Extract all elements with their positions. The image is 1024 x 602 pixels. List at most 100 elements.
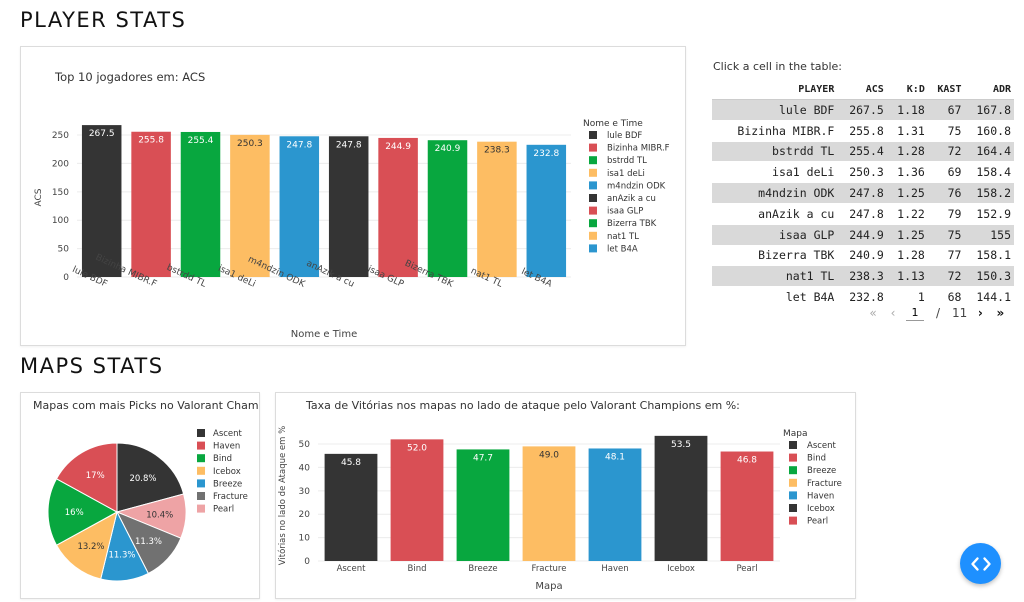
table-cell[interactable]: 75 [927,224,965,246]
legend-label: Bind [807,454,826,464]
table-row[interactable]: bstrdd TL 255.4 1.28 72 164.4 [712,141,1014,163]
legend-label: Fracture [807,479,842,489]
table-cell[interactable]: 69 [927,161,965,184]
attack-winrate-card: Taxa de Vitórias nos mapas no lado de at… [275,392,856,599]
table-cell[interactable]: 167.8 [964,99,1014,121]
legend-label: isa1 deLi [607,169,645,179]
bar-value-label: 238.3 [484,146,510,156]
table-cell[interactable]: 1.22 [886,203,928,225]
y-axis-label: ACS [34,188,44,206]
table-cell[interactable]: 1.18 [886,99,928,121]
table-cell[interactable]: 240.9 [837,245,887,267]
legend-label: Bind [213,454,232,464]
table-cell[interactable]: 255.8 [837,120,887,142]
y-tick-label: 50 [299,440,311,450]
column-header-player[interactable]: PLAYER [712,79,838,100]
table-cell[interactable]: 77 [927,245,965,267]
table-cell[interactable]: 250.3 [837,161,887,184]
table-cell[interactable]: 79 [927,203,965,225]
table-cell[interactable]: 247.8 [837,182,887,204]
table-cell[interactable]: 1.28 [886,141,928,163]
table-cell[interactable]: isaa GLP [712,224,838,246]
table-cell[interactable]: 158.4 [964,161,1014,184]
prev-page-button[interactable]: ‹ [890,305,896,320]
first-page-button[interactable]: « [869,305,877,320]
table-cell[interactable]: let B4A [712,286,838,308]
last-page-button[interactable]: » [996,305,1005,320]
table-cell[interactable]: m4ndzin ODK [712,182,838,204]
y-axis-label: Vitórias no lado de Ataque em % [277,426,288,565]
bar-value-label: 47.7 [473,453,493,463]
table-cell[interactable]: 67 [927,99,965,121]
table-cell[interactable]: 1.13 [886,265,928,288]
acs-chart-card: Top 10 jogadores em: ACS 0 50 100 150 200 250 2… [20,46,686,346]
table-row[interactable]: nat1 TL 238.3 1.13 72 150.3 [712,265,1014,288]
chart-title: Top 10 jogadores em: ACS [54,70,205,84]
legend-label: m4ndzin ODK [607,181,666,191]
table-cell[interactable]: 158.2 [964,182,1014,204]
table-cell[interactable]: 1.31 [886,120,928,142]
table-cell[interactable]: 68 [927,286,965,308]
pie-slice [47,478,119,546]
table-cell[interactable]: anAzik a cu [712,203,838,225]
pie-slice-label: 13.2% [77,542,104,552]
table-row[interactable]: lule BDF 267.5 1.18 67 167.8 [712,99,1014,121]
table-cell[interactable]: 1.36 [886,161,928,184]
table-cell[interactable]: 158.1 [964,245,1014,267]
bar [720,451,774,561]
table-cell[interactable]: 72 [927,265,965,288]
table-cell[interactable]: 144.1 [964,286,1014,308]
x-tick-label: Pearl [736,564,757,574]
table-cell[interactable]: 152.9 [964,203,1014,225]
table-cell[interactable]: 1 [886,286,928,308]
table-row[interactable]: isaa GLP 244.9 1.25 75 155 [712,224,1014,246]
table-cell[interactable]: 164.4 [964,141,1014,163]
table-cell[interactable]: 1.28 [886,245,928,267]
table-cell[interactable]: 76 [927,182,965,204]
legend-swatch [589,181,597,190]
table-cell[interactable]: 72 [927,141,965,163]
legend-swatch [197,479,205,488]
column-header-acs[interactable]: ACS [837,79,887,100]
legend-swatch [789,441,797,449]
table-row[interactable]: anAzik a cu 247.8 1.22 79 152.9 [712,203,1014,225]
table-cell[interactable]: 247.8 [837,203,887,225]
legend-label: Icebox [807,504,835,514]
column-header-kd[interactable]: K:D [886,79,928,100]
bar-value-label: 255.8 [138,136,164,146]
table-cell[interactable]: isa1 deLi [712,161,838,184]
table-cell[interactable]: nat1 TL [712,265,838,288]
column-header-adr[interactable]: ADR [964,79,1014,100]
bar [230,134,270,277]
table-cell[interactable]: lule BDF [712,99,838,121]
column-header-kast[interactable]: KAST [927,79,965,100]
table-cell[interactable]: bstrdd TL [712,141,838,163]
legend-label: anAzik a cu [607,194,656,204]
code-toggle-button[interactable] [960,543,1001,584]
bar-value-label: 53.5 [671,440,691,450]
page-number-input[interactable] [906,304,924,321]
next-page-button[interactable]: › [977,305,983,320]
table-cell[interactable]: 1.25 [886,182,928,204]
table-row[interactable]: Bizinha MIBR.F 255.8 1.31 75 160.8 [712,120,1014,142]
table-cell[interactable]: 255.4 [837,141,887,163]
table-cell[interactable]: 75 [927,120,965,142]
legend-label: Breeze [807,466,836,476]
table-cell[interactable]: 155 [964,224,1014,246]
table-cell[interactable]: Bizerra TBK [712,245,838,267]
table-cell[interactable]: 160.8 [964,120,1014,142]
pie-slice [55,511,118,580]
table-cell[interactable]: 232.8 [837,286,887,308]
table-row[interactable]: isa1 deLi 250.3 1.36 69 158.4 [712,161,1014,184]
bar [456,449,510,561]
table-cell[interactable]: 1.25 [886,224,928,246]
table-cell[interactable]: 267.5 [837,99,887,121]
y-tick-label: 0 [304,557,310,567]
table-cell[interactable]: 238.3 [837,265,887,288]
table-cell[interactable]: 244.9 [837,224,887,246]
table-row[interactable]: m4ndzin ODK 247.8 1.25 76 158.2 [712,182,1014,204]
table-cell[interactable]: Bizinha MIBR.F [712,120,838,142]
table-row[interactable]: let B4A 232.8 1 68 144.1 [712,286,1014,308]
table-row[interactable]: Bizerra TBK 240.9 1.28 77 158.1 [712,245,1014,267]
table-cell[interactable]: 150.3 [964,265,1014,288]
